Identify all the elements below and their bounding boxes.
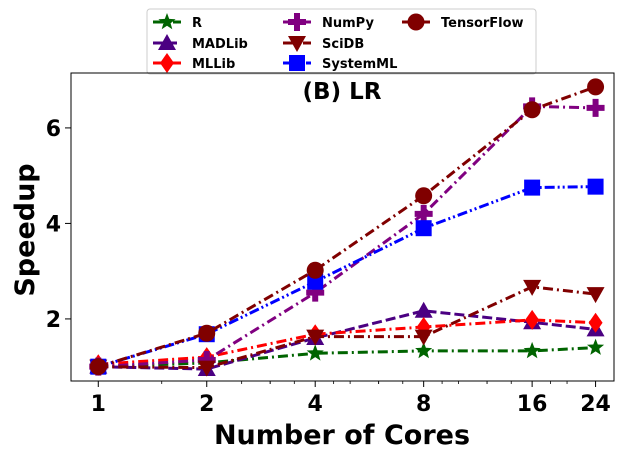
legend-marker	[407, 13, 425, 31]
legend-item-r: R	[153, 13, 202, 31]
series-line	[98, 318, 596, 366]
legend-item-mllib: MLLib	[153, 53, 235, 73]
legend-label: NumPy	[322, 16, 374, 31]
x-tick-label: 16	[517, 392, 548, 417]
legend-marker	[160, 53, 174, 73]
data-point	[523, 101, 541, 119]
y-tick-label: 4	[46, 212, 61, 237]
legend-box	[146, 8, 537, 75]
legend-marker	[288, 36, 306, 52]
legend-marker	[289, 55, 305, 71]
legend-marker	[158, 34, 176, 50]
data-point	[306, 344, 324, 361]
data-point	[586, 287, 605, 304]
series-numpy	[89, 97, 605, 376]
y-tick-label: 2	[46, 308, 61, 333]
data-point	[587, 78, 605, 96]
legend-label: SystemML	[322, 57, 397, 72]
x-axis-title: Number of Cores	[214, 420, 470, 451]
legend-label: MLLib	[192, 57, 235, 72]
legend-item-numpy: NumPy	[283, 13, 374, 31]
data-point	[587, 178, 604, 195]
series-layer	[89, 78, 605, 377]
data-point	[414, 301, 433, 318]
chart-title: (B) LR	[303, 79, 382, 105]
series-systemml	[90, 178, 604, 375]
plot-area	[70, 72, 615, 382]
x-tick-label: 24	[580, 392, 611, 417]
data-point	[523, 341, 541, 359]
data-point	[306, 329, 325, 346]
y-tick-label: 6	[46, 117, 61, 142]
series-line	[98, 309, 596, 371]
data-point	[586, 98, 605, 117]
data-point	[197, 350, 216, 369]
data-point	[198, 324, 216, 342]
series-line	[98, 285, 596, 370]
x-tick-label: 2	[199, 392, 214, 417]
data-point	[587, 338, 605, 355]
legend-item-tensorflow: TensorFlow	[402, 13, 524, 31]
data-point	[414, 204, 433, 223]
x-tick-label: 8	[416, 392, 431, 417]
legend-label: R	[192, 16, 202, 31]
data-point	[523, 279, 542, 296]
legend-marker	[288, 13, 306, 31]
data-point	[306, 283, 325, 302]
series-tensorflow	[89, 78, 605, 376]
data-point	[197, 360, 216, 377]
legend-label: MADLib	[192, 37, 248, 52]
data-point	[524, 179, 541, 196]
legend-marker	[158, 13, 176, 30]
data-point	[306, 261, 324, 279]
y-axis-title: Speedup	[10, 163, 41, 296]
x-tick-label: 4	[308, 392, 323, 417]
data-point	[89, 358, 107, 376]
legend-item-madlib: MADLib	[153, 34, 248, 52]
legend-label: TensorFlow	[441, 16, 524, 31]
data-point	[415, 341, 433, 359]
legend-label: SciDB	[322, 37, 364, 52]
legend: R MADLib MLLib NumPy SciDB SystemML TensorFlow	[146, 8, 537, 75]
legend-item-scidb: SciDB	[283, 36, 364, 52]
data-point	[415, 187, 433, 205]
data-point	[414, 329, 433, 346]
data-point	[525, 309, 540, 330]
x-tick-label: 1	[91, 392, 106, 417]
data-point	[588, 312, 603, 333]
series-line	[97, 185, 596, 369]
series-line	[98, 104, 596, 369]
legend-item-systemml: SystemML	[283, 55, 397, 72]
series-line	[97, 85, 597, 369]
data-point	[415, 220, 432, 237]
series-line	[98, 346, 596, 369]
